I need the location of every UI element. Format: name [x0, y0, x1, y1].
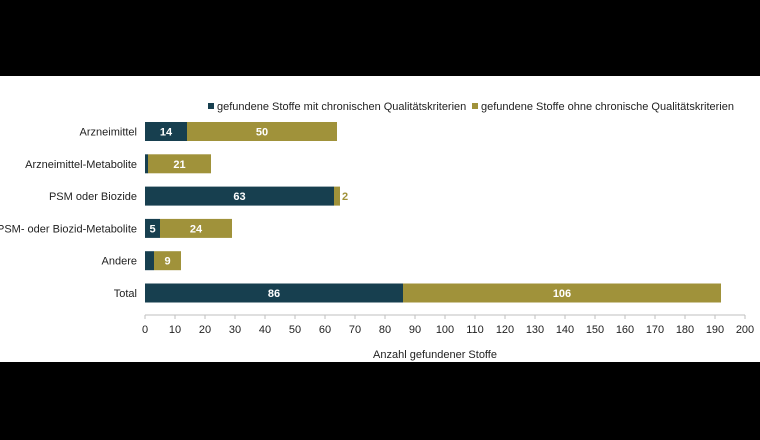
- legend: gefundene Stoffe mit chronischen Qualitä…: [208, 101, 734, 113]
- legend-label-2: gefundene Stoffe ohne chronische Qualitä…: [481, 101, 734, 113]
- chart-panel: gefundene Stoffe mit chronischen Qualitä…: [0, 76, 760, 362]
- bar-segment-series-1: [145, 251, 154, 271]
- x-tick-label: 40: [259, 324, 271, 336]
- x-tick-label: 20: [199, 324, 211, 336]
- x-tick-label: 170: [646, 324, 664, 336]
- data-label-series-1: 14: [160, 127, 173, 139]
- x-tick-label: 190: [706, 324, 724, 336]
- x-tick-label: 140: [556, 324, 574, 336]
- bar-segment-series-1: [145, 154, 148, 174]
- x-tick-label: 60: [319, 324, 331, 336]
- x-tick-label: 70: [349, 324, 361, 336]
- legend-swatch-2: [472, 103, 478, 109]
- bar-segment-series-2: [187, 122, 337, 141]
- bar-segment-series-2: [154, 251, 181, 271]
- data-label-series-1: 5: [149, 223, 155, 235]
- x-tick-label: 110: [466, 324, 484, 336]
- data-label-series-2: 106: [553, 288, 571, 300]
- x-tick-label: 160: [616, 324, 634, 336]
- bar-segment-series-2: [160, 218, 232, 238]
- data-label-series-2: 9: [164, 256, 170, 268]
- data-label-series-2: 2: [342, 191, 348, 203]
- x-axis-title: Anzahl gefundener Stoffe: [373, 349, 497, 361]
- bar-segment-series-1: [145, 186, 334, 206]
- bar-segment-series-1: [145, 283, 403, 303]
- category-label: Andere: [102, 256, 137, 268]
- data-label-series-2: 21: [173, 159, 185, 171]
- data-label-series-1: 63: [233, 191, 245, 203]
- bar-segment-series-1: [145, 218, 160, 238]
- x-tick-label: 180: [676, 324, 694, 336]
- x-tick-label: 130: [526, 324, 544, 336]
- bar-segment-series-2: [148, 154, 211, 174]
- x-tick-label: 150: [586, 324, 604, 336]
- x-tick-label: 200: [736, 324, 754, 336]
- stacked-bar-chart: gefundene Stoffe mit chronischen Qualitä…: [0, 101, 754, 361]
- x-tick-label: 10: [169, 324, 181, 336]
- bar-segment-series-2: [403, 283, 721, 303]
- x-tick-label: 30: [229, 324, 241, 336]
- x-tick-label: 80: [379, 324, 391, 336]
- x-tick-label: 50: [289, 324, 301, 336]
- x-tick-label: 120: [496, 324, 514, 336]
- x-tick-label: 100: [436, 324, 454, 336]
- category-label: Total: [114, 288, 137, 300]
- data-label-series-2: 24: [190, 223, 203, 235]
- bars-group: 14501216325243986106: [145, 122, 721, 303]
- bar-segment-series-2: [334, 186, 340, 206]
- data-label-series-2: 50: [256, 127, 268, 139]
- category-label: PSM oder Biozide: [49, 191, 137, 203]
- bar-segment-series-1: [145, 122, 187, 141]
- category-label: Arzneimittel-Metabolite: [25, 159, 137, 171]
- legend-swatch-1: [208, 103, 214, 109]
- category-label: PSM- oder Biozid-Metabolite: [0, 223, 137, 235]
- x-tick-label: 0: [142, 324, 148, 336]
- data-label-series-1: 86: [268, 288, 280, 300]
- x-tick-label: 90: [409, 324, 421, 336]
- legend-label-1: gefundene Stoffe mit chronischen Qualitä…: [217, 101, 466, 113]
- x-axis: 0 10 20 30 40 50 60 70 80 90 100 110 120 130 140 150 160…: [142, 314, 754, 361]
- y-axis-labels: Arzneimittel Arzneimittel-Metabolite PSM o…: [0, 127, 137, 301]
- category-label: Arzneimittel: [80, 127, 137, 139]
